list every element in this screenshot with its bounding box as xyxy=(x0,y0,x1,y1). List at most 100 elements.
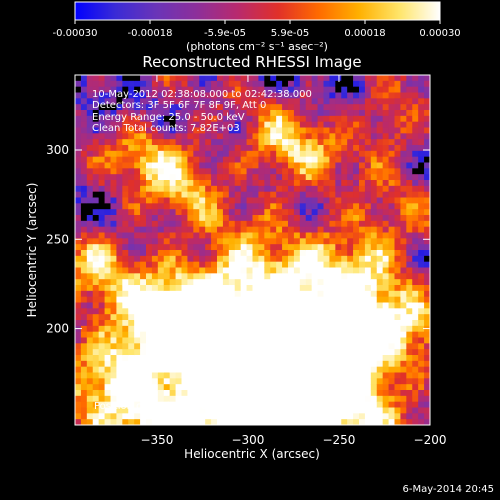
heatmap-cell xyxy=(252,308,259,315)
heatmap-cell xyxy=(146,250,153,257)
heatmap-cell xyxy=(187,238,194,245)
heatmap-cell xyxy=(370,185,378,193)
heatmap-cell xyxy=(412,384,419,391)
heatmap-cell xyxy=(359,209,366,216)
heatmap-cell xyxy=(335,296,342,303)
heatmap-cell xyxy=(211,378,218,385)
heatmap-cell xyxy=(364,185,372,193)
heatmap-cell xyxy=(282,285,289,292)
heatmap-cell xyxy=(211,209,218,216)
heatmap-cell xyxy=(134,92,141,99)
heatmap-cell xyxy=(146,337,153,344)
heatmap-cell xyxy=(110,145,117,152)
heatmap-cell xyxy=(376,285,384,292)
heatmap-cell xyxy=(299,378,307,385)
heatmap-cell xyxy=(364,372,372,379)
heatmap-cell xyxy=(92,232,100,239)
heatmap-cell xyxy=(323,139,330,146)
colorbar-tick-label: -0.00018 xyxy=(128,28,173,39)
heatmap-cell xyxy=(335,325,342,333)
heatmap-cell xyxy=(228,378,236,385)
heatmap-cell xyxy=(187,203,194,210)
heatmap-cell xyxy=(258,174,265,181)
heatmap-cell xyxy=(211,150,218,158)
heatmap-cell xyxy=(258,92,265,99)
heatmap-cell xyxy=(128,320,135,327)
heatmap-cell xyxy=(353,174,360,181)
heatmap-cell xyxy=(228,279,236,286)
heatmap-cell xyxy=(388,349,395,356)
heatmap-cell xyxy=(246,150,253,158)
heatmap-cell xyxy=(382,180,389,187)
heatmap-cell xyxy=(157,150,165,158)
heatmap-cell xyxy=(341,290,348,298)
heatmap-cell xyxy=(175,121,182,128)
heatmap-cell xyxy=(217,384,224,391)
heatmap-cell xyxy=(234,419,242,425)
heatmap-cell xyxy=(382,209,389,216)
heatmap-cell xyxy=(240,255,247,263)
heatmap-cell xyxy=(222,238,230,245)
heatmap-cell xyxy=(323,226,330,233)
heatmap-cell xyxy=(270,384,277,391)
heatmap-cell xyxy=(175,238,182,245)
heatmap-cell xyxy=(246,378,253,385)
heatmap-cell xyxy=(169,302,176,309)
heatmap-cell xyxy=(187,401,194,408)
heatmap-cell xyxy=(347,209,354,216)
heatmap-cell xyxy=(364,308,372,315)
heatmap-cell xyxy=(98,378,105,385)
heatmap-cell xyxy=(317,174,324,181)
heatmap-cell xyxy=(205,308,212,315)
heatmap-cell xyxy=(134,331,141,338)
heatmap-cell xyxy=(104,162,111,169)
heatmap-cell xyxy=(412,244,419,251)
heatmap-cell xyxy=(122,104,129,111)
heatmap-cell xyxy=(276,197,283,204)
heatmap-cell xyxy=(353,261,360,268)
heatmap-cell xyxy=(264,104,271,111)
heatmap-cell xyxy=(382,343,389,350)
heatmap-cell xyxy=(353,121,360,128)
heatmap-cell xyxy=(388,407,395,414)
heatmap-cell xyxy=(181,104,188,111)
heatmap-cell xyxy=(193,285,200,292)
heatmap-cell xyxy=(323,110,330,117)
heatmap-cell xyxy=(305,215,313,222)
heatmap-cell xyxy=(329,285,336,292)
heatmap-cell xyxy=(205,145,212,152)
heatmap-cell xyxy=(86,261,94,268)
heatmap-cell xyxy=(276,395,283,403)
heatmap-cell xyxy=(252,127,259,134)
heatmap-cell xyxy=(288,384,295,391)
heatmap-cell xyxy=(388,150,395,158)
heatmap-cell xyxy=(335,273,342,280)
heatmap-cell xyxy=(98,349,105,356)
heatmap-cell xyxy=(264,395,271,403)
heatmap-cell xyxy=(311,372,318,379)
heatmap-cell xyxy=(181,145,188,152)
heatmap-cell xyxy=(122,290,129,298)
heatmap-cell xyxy=(341,355,348,362)
heatmap-cell xyxy=(128,302,135,309)
heatmap-cell xyxy=(305,250,313,257)
heatmap-cell xyxy=(341,349,348,356)
heatmap-cell xyxy=(169,296,176,303)
heatmap-cell xyxy=(341,320,348,327)
heatmap-cell xyxy=(270,80,277,88)
heatmap-cell xyxy=(382,156,389,163)
heatmap-cell xyxy=(128,168,135,175)
heatmap-cell xyxy=(181,401,188,408)
heatmap-cell xyxy=(140,156,147,163)
heatmap-cell xyxy=(270,314,277,321)
heatmap-cell xyxy=(305,150,313,158)
heatmap-cell xyxy=(370,150,378,158)
heatmap-cell xyxy=(400,296,407,303)
heatmap-cell xyxy=(264,92,271,99)
heatmap-cell xyxy=(282,110,289,117)
heatmap-cell xyxy=(394,168,401,175)
heatmap-cell xyxy=(394,360,401,368)
heatmap-cell xyxy=(323,133,330,140)
heatmap-cell xyxy=(424,395,430,403)
heatmap-cell xyxy=(75,145,82,152)
